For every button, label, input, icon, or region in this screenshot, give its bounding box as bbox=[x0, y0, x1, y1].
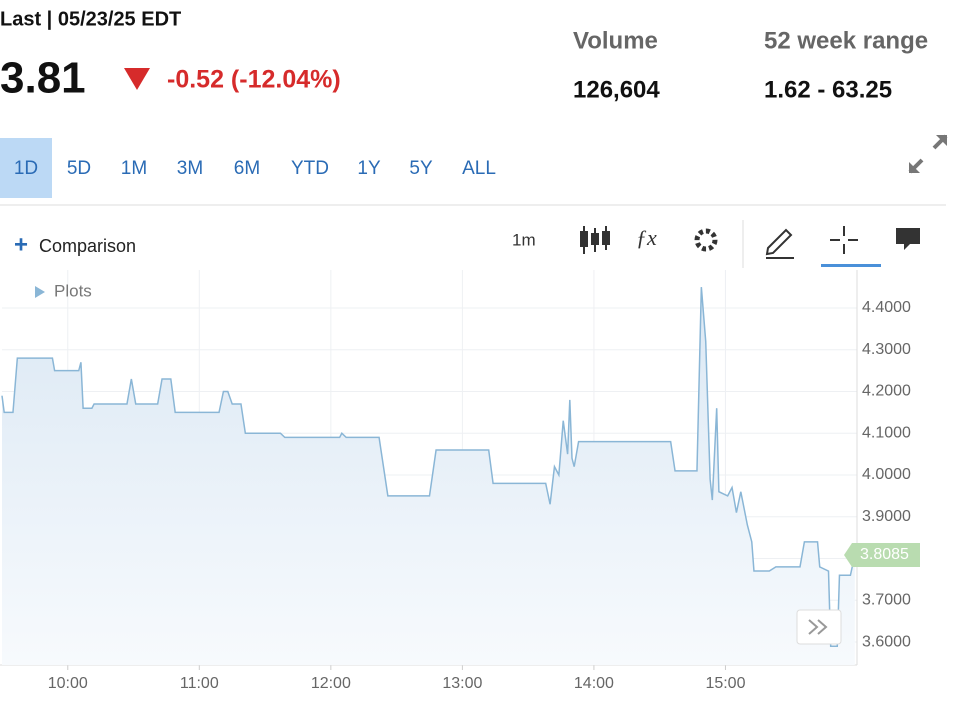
range-button[interactable]: ALL bbox=[462, 158, 496, 179]
plus-icon[interactable]: + bbox=[14, 231, 28, 258]
draw-icon[interactable] bbox=[765, 228, 794, 259]
interval[interactable]: 1m bbox=[512, 230, 536, 249]
y-tick-label: 4.4000 bbox=[862, 299, 911, 316]
price: 3.81 bbox=[0, 54, 86, 103]
y-tick-label: 4.1000 bbox=[862, 424, 911, 441]
notes-icon[interactable] bbox=[896, 228, 920, 250]
range-selected bbox=[0, 138, 52, 198]
range-button[interactable]: 3M bbox=[177, 158, 203, 179]
y-tick-label: 4.2000 bbox=[862, 383, 911, 400]
range-label: 52 week range bbox=[764, 27, 928, 54]
x-tick-label: 15:00 bbox=[705, 675, 745, 692]
x-tick-label: 13:00 bbox=[442, 675, 482, 692]
x-tick-label: 11:00 bbox=[180, 675, 219, 692]
plots[interactable]: Plots bbox=[54, 281, 92, 300]
expand-icon[interactable] bbox=[908, 134, 948, 174]
volume: 126,604 bbox=[573, 76, 660, 103]
crosshair-icon[interactable] bbox=[830, 226, 858, 254]
crosshair-active bbox=[821, 264, 881, 267]
settings-icon[interactable] bbox=[694, 228, 718, 252]
y-tick-label: 3.7000 bbox=[862, 591, 911, 608]
candles-icon[interactable] bbox=[580, 226, 610, 254]
y-tick-label: 4.0000 bbox=[862, 466, 911, 483]
plots-arrow[interactable] bbox=[35, 286, 45, 298]
range-button[interactable]: 6M bbox=[234, 158, 260, 179]
range-button[interactable]: 5D bbox=[67, 158, 91, 179]
range: 1.62 - 63.25 bbox=[764, 76, 892, 103]
range-button[interactable]: 1D bbox=[14, 158, 38, 179]
range-buttons: 1D 5D 1M 3M 6M YTD 1Y 5Y ALL bbox=[14, 158, 496, 179]
last-price-tag bbox=[844, 542, 920, 567]
range-button[interactable]: YTD bbox=[291, 158, 329, 179]
scroll-icon bbox=[808, 619, 828, 635]
price-line bbox=[1, 287, 856, 647]
y-tick-label: 4.3000 bbox=[862, 341, 911, 358]
range-button[interactable]: 1Y bbox=[357, 158, 381, 179]
range-button[interactable]: 5Y bbox=[409, 158, 433, 179]
down-arrow bbox=[124, 68, 150, 90]
last-label: Last | 05/23/25 EDT bbox=[0, 8, 181, 30]
price-area bbox=[2, 287, 855, 665]
scroll-button[interactable] bbox=[796, 609, 842, 645]
y-tick-label: 3.9000 bbox=[862, 508, 911, 525]
plot-area: 10:00 11:00 12:00 13:00 14:00 15:00 3.6000 3.70… bbox=[0, 270, 920, 692]
range-button[interactable]: 1M bbox=[121, 158, 147, 179]
comparison[interactable]: Comparison bbox=[39, 236, 136, 256]
x-tick-label: 12:00 bbox=[311, 675, 351, 692]
x-tick-label: 10:00 bbox=[48, 675, 88, 692]
fx-icon[interactable]: ƒx bbox=[636, 225, 657, 250]
change: -0.52 (-12.04%) bbox=[167, 66, 341, 94]
last-price-label: 3.8085 bbox=[860, 546, 909, 563]
volume-label: Volume bbox=[573, 27, 658, 54]
y-tick-label: 3.6000 bbox=[862, 633, 911, 650]
x-tick-label: 14:00 bbox=[574, 675, 614, 692]
